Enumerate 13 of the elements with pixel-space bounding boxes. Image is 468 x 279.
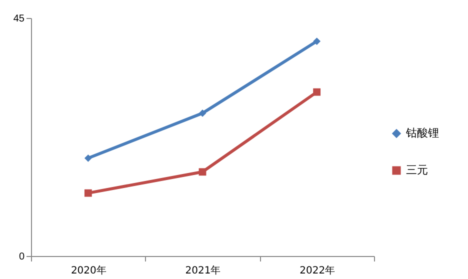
legend-label: 钴酸锂 [405, 126, 439, 140]
point [198, 168, 206, 176]
x-tick-label: 2021年 [185, 264, 221, 276]
y-tick-label: 0 [18, 252, 25, 262]
x-tick-label: 2022年 [300, 264, 336, 276]
point [84, 154, 92, 162]
point [313, 38, 321, 45]
point [198, 109, 206, 117]
point [313, 88, 321, 96]
x-tick-label: 2020年 [70, 264, 106, 276]
legend-label: 三元 [406, 164, 428, 176]
y-tick-label: 45 [13, 14, 25, 24]
point [84, 189, 92, 197]
